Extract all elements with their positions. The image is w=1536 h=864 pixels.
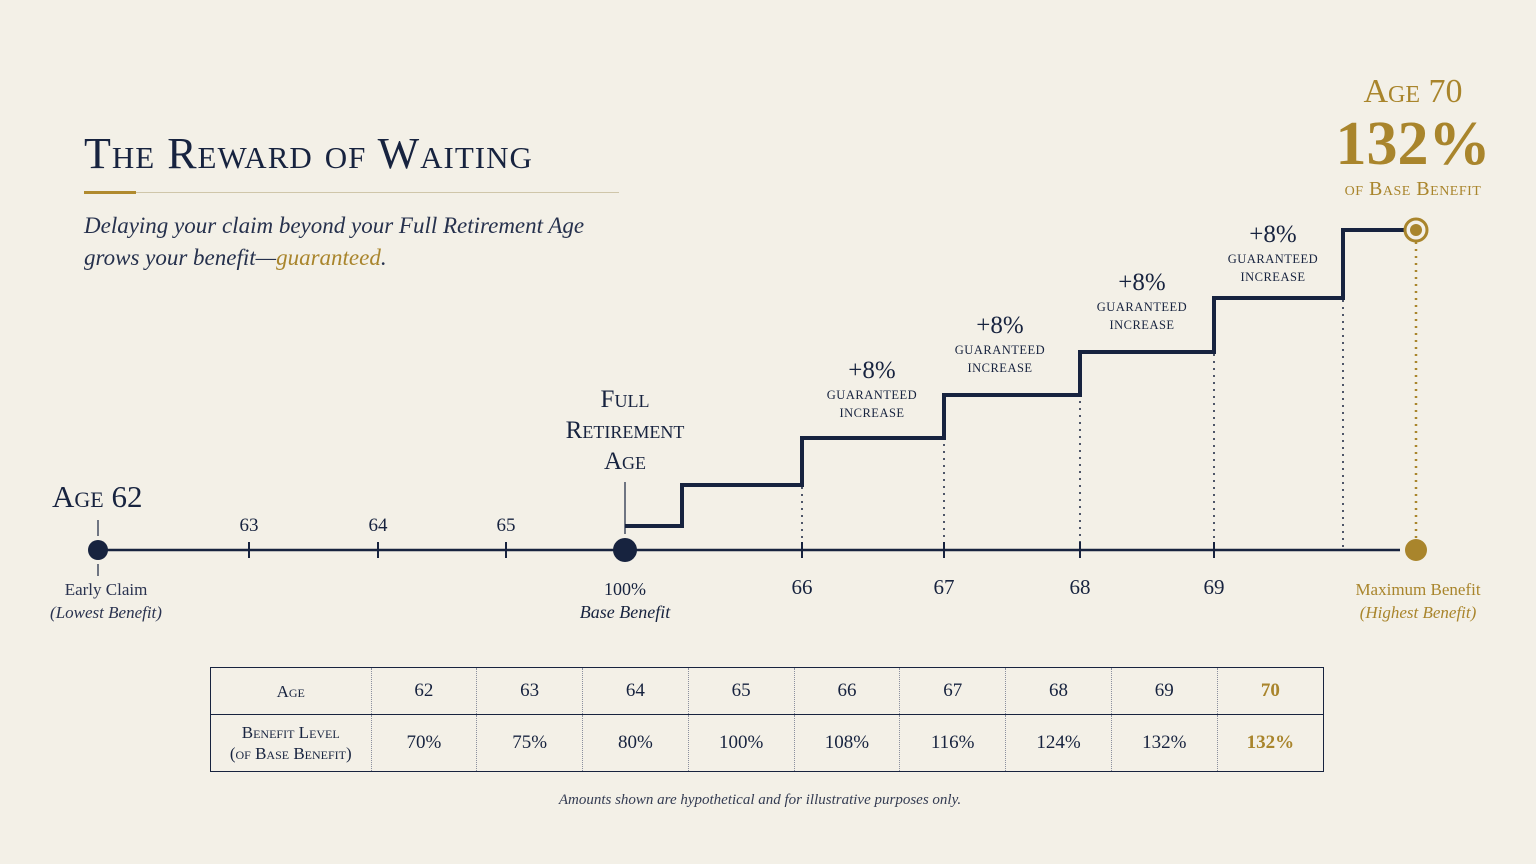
tick-label: 65 <box>497 515 516 536</box>
subtitle-text: Delaying your claim beyond your Full Ret… <box>84 213 585 270</box>
increase-label-line1: GUARANTEED <box>1097 300 1187 314</box>
fra-label-line: Full <box>601 386 650 413</box>
subtitle: Delaying your claim beyond your Full Ret… <box>84 210 644 274</box>
benefit-step-line <box>625 228 1416 528</box>
subtitle-end: . <box>380 245 387 270</box>
subtitle-highlight: guaranteed <box>276 245 381 270</box>
end-point <box>1405 539 1427 561</box>
footnote: Amounts shown are hypothetical and for i… <box>558 792 962 808</box>
increase-label-line2: INCREASE <box>1240 270 1305 284</box>
title-accent-bar <box>84 191 136 194</box>
start-point <box>88 540 108 560</box>
increase-label-line1: GUARANTEED <box>1228 252 1318 266</box>
fra-label-line: Retirement <box>566 417 685 444</box>
increase-label-line2: INCREASE <box>967 361 1032 375</box>
end-label-line2: (Highest Benefit) <box>1360 603 1477 622</box>
increase-percent-label: +8% <box>1118 269 1165 296</box>
table-cell-level: 108% <box>793 714 900 771</box>
start-label-line2: (Lowest Benefit) <box>50 603 162 622</box>
increase-percent-label: +8% <box>976 312 1023 339</box>
tick-label: 68 <box>1070 575 1091 599</box>
benefit-header-line2: (of Base Benefit) <box>229 744 352 763</box>
table-cell-age: 66 <box>793 668 900 715</box>
table-cell-level: 124% <box>1005 714 1112 771</box>
table-cell-age: 67 <box>899 668 1006 715</box>
table-cell-age: 64 <box>582 668 689 715</box>
callout-percent: 132% <box>1335 110 1491 178</box>
tick-label: 64 <box>369 515 389 536</box>
increase-label-line2: INCREASE <box>1109 318 1174 332</box>
fra-value-label: 100% <box>604 579 646 599</box>
increase-label-line1: GUARANTEED <box>955 343 1045 357</box>
table-cell-age: 63 <box>476 668 583 715</box>
increase-label-line1: GUARANTEED <box>827 388 917 402</box>
table-cell-level: 100% <box>687 714 795 771</box>
benefit-table: Age 62 63 64 65 66 67 68 69 70 Benefit Level (of … <box>210 667 1324 772</box>
increase-percent-label: +8% <box>1249 221 1296 248</box>
callout-label: of Base Benefit <box>1344 178 1482 200</box>
page-title: The Reward of Waiting <box>84 129 533 178</box>
increase-label-line2: INCREASE <box>839 406 904 420</box>
max-benefit-callout: Age 70 132% of Base Benefit <box>1318 72 1508 202</box>
end-label-line1: Maximum Benefit <box>1355 580 1480 599</box>
table-row-age: Age 62 63 64 65 66 67 68 69 70 <box>211 668 1323 715</box>
tick-label: 67 <box>934 575 955 599</box>
benefit-table-grid: Age 62 63 64 65 66 67 68 69 70 Benefit Level (of … <box>211 668 1323 771</box>
table-cell-level: 75% <box>476 714 583 771</box>
callout-age: Age 70 <box>1363 73 1463 110</box>
table-header-age: Age <box>211 668 371 715</box>
fra-label-line: Age <box>604 448 646 475</box>
table-row-benefit: Benefit Level (of Base Benefit) 70% 75% 80%… <box>211 714 1323 772</box>
fra-sub-label: Base Benefit <box>580 602 671 622</box>
fra-point <box>613 538 637 562</box>
tick-label: 63 <box>240 515 259 536</box>
table-cell-age: 70 <box>1216 668 1323 715</box>
table-cell-level: 70% <box>370 714 477 771</box>
tick-label: 66 <box>792 575 813 599</box>
table-cell-level: 80% <box>582 714 689 771</box>
increase-percent-label: +8% <box>848 357 895 384</box>
table-cell-age: 69 <box>1110 668 1218 715</box>
table-cell-level: 116% <box>899 714 1006 771</box>
table-cell-level: 132% <box>1110 714 1218 771</box>
max-benefit-marker-core <box>1410 224 1422 236</box>
start-label-line1: Early Claim <box>65 580 148 599</box>
benefit-step-chart: 63 64 65 66 67 68 69 Age 62 Early Claim (Lowest B… <box>50 217 1481 622</box>
title-divider <box>84 192 619 193</box>
tick-label: 69 <box>1204 575 1225 599</box>
table-cell-level: 132% <box>1216 714 1323 771</box>
start-age-label: Age 62 <box>52 479 142 514</box>
table-cell-age: 65 <box>687 668 795 715</box>
table-header-benefit: Benefit Level (of Base Benefit) <box>211 715 371 772</box>
table-cell-age: 62 <box>370 668 477 715</box>
benefit-header-line1: Benefit Level <box>241 723 340 742</box>
table-cell-age: 68 <box>1005 668 1112 715</box>
